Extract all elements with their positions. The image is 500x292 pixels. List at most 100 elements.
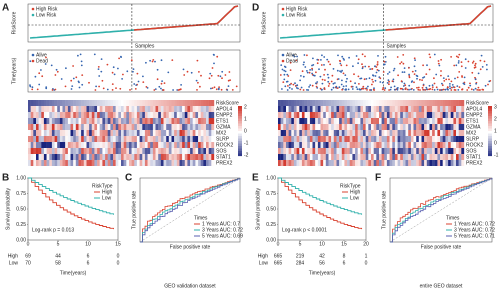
dot [362,87,365,90]
risk-bar-cell [461,100,465,106]
heat-cell [320,154,324,160]
risk-count: 56 [319,260,325,266]
dot [154,60,156,63]
heat-cell [413,130,417,136]
heat-cell [107,118,111,124]
heat-cell [379,136,382,142]
heat-cell [78,136,82,142]
heat-cell [43,136,47,142]
dot [376,63,379,65]
heat-cell [442,136,446,142]
heat-cell [440,124,443,130]
dot [210,87,212,90]
dot [449,83,451,85]
heat-cell [99,154,103,160]
heat-cell [278,112,281,118]
heat-cell [59,142,63,148]
dot [161,80,164,82]
colorbar [238,126,242,129]
heat-cell [28,142,31,148]
dot [474,87,477,90]
heat-cell [168,160,172,166]
heat-cell [144,160,148,166]
dot [327,60,330,63]
gene-label: RiskScore [216,100,239,106]
gene-label: PREX2 [466,160,483,166]
dot [368,65,370,68]
colorbar [238,131,242,134]
dot [413,81,415,84]
heat-cell [280,136,284,142]
heat-cell [312,124,316,130]
gene-label: MX2 [466,130,477,136]
heat-cell [429,142,433,148]
heat-cell [421,130,425,136]
heat-cell [331,130,334,136]
heat-cell [78,154,82,160]
heat-cell [341,112,345,118]
dot [133,83,136,85]
heat-cell [94,136,98,142]
heat-cell [131,130,135,136]
heat-cell [402,142,406,148]
dot [38,72,41,75]
heat-cell [28,160,31,166]
heat-cell [301,106,305,112]
heat-cell [400,112,404,118]
dot [464,58,467,61]
heat-cell [323,154,327,160]
dot [309,84,312,86]
heat-cell [166,118,170,124]
dot [70,88,73,90]
heat-cell [89,142,92,148]
heat-cell [28,130,31,136]
heat-cell [283,112,287,118]
heat-cell [110,124,114,130]
heat-cell [368,118,372,124]
heat-cell [331,112,334,118]
dot [479,68,482,71]
heat-cell [291,118,295,124]
legend-text: 1 Years AUC: 0.7 [202,221,240,227]
heat-cell [158,142,162,148]
dot [111,83,114,85]
heat-cell [206,136,209,142]
heat-cell [89,112,92,118]
heat-cell [296,148,300,154]
heat-cell [147,130,151,136]
dot [217,74,220,77]
dot [408,67,410,69]
dot [373,87,375,90]
heat-cell [355,154,358,160]
heat-cell [163,130,167,136]
risk-bar-cell [195,100,199,106]
heat-cell [41,136,45,142]
dot [315,82,317,85]
heat-cell [448,106,451,112]
heat-cell [187,142,191,148]
heat-cell [307,106,311,112]
risk-bar-cell [426,100,430,106]
legend-text: High [102,189,113,195]
heat-cell [344,130,348,136]
heat-cell [46,148,50,154]
heat-cell [344,106,348,112]
heat-cell [91,148,95,154]
heat-cell [418,118,422,124]
heat-cell [129,112,132,118]
heat-cell [339,106,342,112]
heat-cell [365,160,369,166]
heat-cell [86,160,90,166]
heat-cell [328,130,332,136]
heat-cell [43,106,47,112]
heat-cell [46,130,50,136]
heat-cell [371,106,374,112]
heat-cell [65,148,69,154]
heat-cell [400,124,404,130]
heat-cell [413,154,417,160]
heat-cell [283,142,287,148]
plot-frame [27,49,241,93]
risk-bar-cell [142,100,146,106]
risk-bar-cell [89,100,92,106]
heat-cell [211,154,215,160]
